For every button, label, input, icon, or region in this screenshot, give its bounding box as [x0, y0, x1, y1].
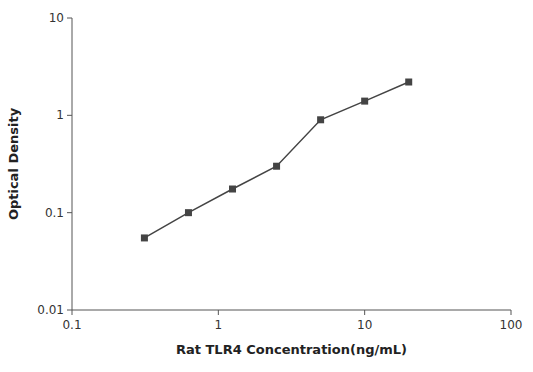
y-axis-line [72, 18, 73, 310]
chart-container: 0.11101000.010.1110Rat TLR4 Concentratio… [0, 0, 533, 372]
x-axis-line [72, 310, 511, 311]
x-tick [511, 310, 512, 315]
x-tick [364, 310, 365, 315]
x-tick-label: 10 [357, 318, 372, 332]
x-tick [218, 310, 219, 315]
x-tick-label: 1 [215, 318, 223, 332]
x-tick-label: 100 [500, 318, 523, 332]
y-tick [67, 310, 72, 311]
data-point [317, 116, 324, 123]
data-point [405, 79, 412, 86]
y-tick [67, 212, 72, 213]
y-axis-label: Optical Density [6, 107, 21, 220]
background [0, 0, 533, 372]
data-point [185, 209, 192, 216]
y-tick-label: 1 [56, 108, 64, 122]
y-tick-label: 0.1 [45, 206, 64, 220]
y-tick-label: 10 [49, 11, 64, 25]
x-axis-label: Rat TLR4 Concentration(ng/mL) [176, 342, 407, 357]
data-point [229, 186, 236, 193]
chart: 0.11101000.010.1110Rat TLR4 Concentratio… [0, 0, 533, 372]
y-tick [67, 115, 72, 116]
data-point [273, 163, 280, 170]
y-tick [67, 18, 72, 19]
x-tick [72, 310, 73, 315]
plot-area [141, 79, 412, 242]
data-line [144, 82, 408, 238]
data-point [361, 98, 368, 105]
y-tick-label: 0.01 [37, 303, 64, 317]
data-point [141, 234, 148, 241]
x-tick-label: 0.1 [62, 318, 81, 332]
